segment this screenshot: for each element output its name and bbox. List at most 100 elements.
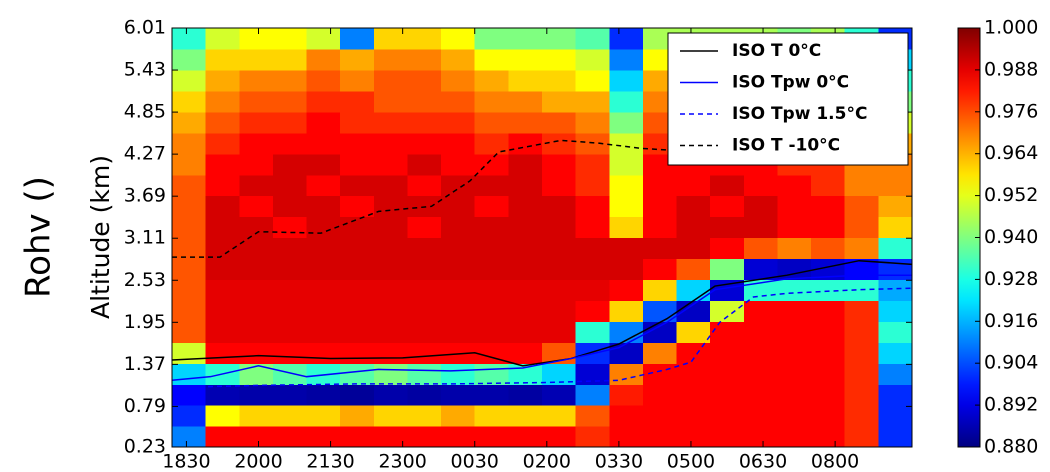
heatmap-cell [676,174,711,197]
heatmap-cell [642,384,678,406]
heatmap-cell [407,153,442,176]
heatmap-cell [508,153,543,176]
heatmap-cell [407,111,442,134]
heatmap-cell [710,321,745,343]
heatmap-cell [777,321,812,343]
legend-box [667,32,909,166]
legend-label: ISO T 0°C [732,41,821,61]
heatmap-cell [205,279,240,301]
heatmap-cell [878,363,913,385]
heatmap-cell [239,384,274,406]
heatmap-cell [542,28,577,50]
heatmap-cell [575,321,610,343]
heatmap-cell [306,237,341,260]
heatmap-cell [743,216,779,239]
heatmap-cell [878,195,913,218]
heatmap-cell [676,195,711,218]
x-tick-label: 2300 [378,451,426,472]
heatmap-cell [373,90,409,113]
heatmap-cell [542,258,577,280]
heatmap-cell [878,279,913,301]
heatmap-cell [306,195,341,218]
heatmap-cell [508,48,543,71]
heatmap-cell [272,384,308,406]
heatmap-cell [777,237,812,260]
heatmap-cell [811,216,846,239]
heatmap-cell [508,279,543,301]
series-line [171,287,913,389]
heatmap-cell [575,195,610,218]
heatmap-cell [441,195,476,218]
y-tick-label: 6.01 [124,17,166,39]
plot-frame [171,27,913,448]
heatmap-cell [407,48,442,71]
y-tick-label: 1.95 [124,311,166,333]
heatmap-cell [575,174,610,197]
heatmap-cell [878,216,913,239]
heatmap-cell [844,237,879,260]
y-tick-label: 4.85 [124,101,166,123]
heatmap-cell [508,28,543,50]
heatmap-cell [542,90,577,113]
heatmap-cell [743,174,779,197]
heatmap-cell [205,90,240,113]
heatmap-cell [306,279,341,301]
heatmap-cell [811,405,846,427]
heatmap-cell [508,258,543,280]
series-line [171,274,912,382]
heatmap-cell [272,321,308,343]
heatmap-cell [811,237,846,260]
heatmap-cell [172,258,207,280]
y-tick-label: 0.23 [124,436,166,458]
heatmap-cell [272,174,308,197]
heatmap-cell [777,405,812,427]
heatmap-cell [441,384,476,406]
heatmap-cell [205,237,240,260]
heatmap-cell [239,111,274,134]
heatmap-cell [474,174,509,197]
heatmap-cell [340,132,375,155]
heatmap-cell [609,132,644,155]
heatmap-cell [340,384,375,406]
heatmap-cell [373,153,409,176]
heatmap-cell [474,279,509,301]
heatmap-cell [542,237,577,260]
heatmap-cell [306,363,341,385]
heatmap-cell [508,111,543,134]
heatmap-cell [340,363,375,385]
x-tick-label: 0030 [451,451,499,472]
heatmap-cell [340,174,375,197]
heatmap-cell [710,237,745,260]
heatmap-cell [676,258,711,280]
heatmap-cell [844,300,879,322]
heatmap-cell [811,321,846,343]
heatmap-cell [272,90,308,113]
heatmap-cell [777,300,812,322]
colorbar-tick-label: 0.928 [984,268,1038,290]
heatmap-cell [239,258,274,280]
heatmap-cell [239,153,274,176]
heatmap-cell [407,363,442,385]
heatmap-cell [239,195,274,218]
heatmap-cell [407,342,442,364]
heatmap-cell [878,321,913,343]
heatmap-cell [373,174,409,197]
heatmap-cell [205,426,240,448]
heatmap-cell [441,237,476,260]
heatmap-cell [340,48,375,71]
heatmap-cell [474,384,509,406]
heatmap-cell [407,28,442,50]
heatmap-cell [205,342,240,364]
colorbar-tick-label: 0.964 [984,142,1038,164]
heatmap-cell [575,237,610,260]
heatmap-cell [609,405,644,427]
heatmap-cell [239,279,274,301]
heatmap-cell [239,321,274,343]
heatmap-cell [340,216,375,239]
heatmap-cell [609,111,644,134]
colorbar-tick-label: 0.988 [984,58,1038,80]
heatmap-cell [844,426,879,448]
heatmap-cell [710,405,745,427]
heatmap-cell [710,300,745,322]
heatmap-cell [575,405,610,427]
